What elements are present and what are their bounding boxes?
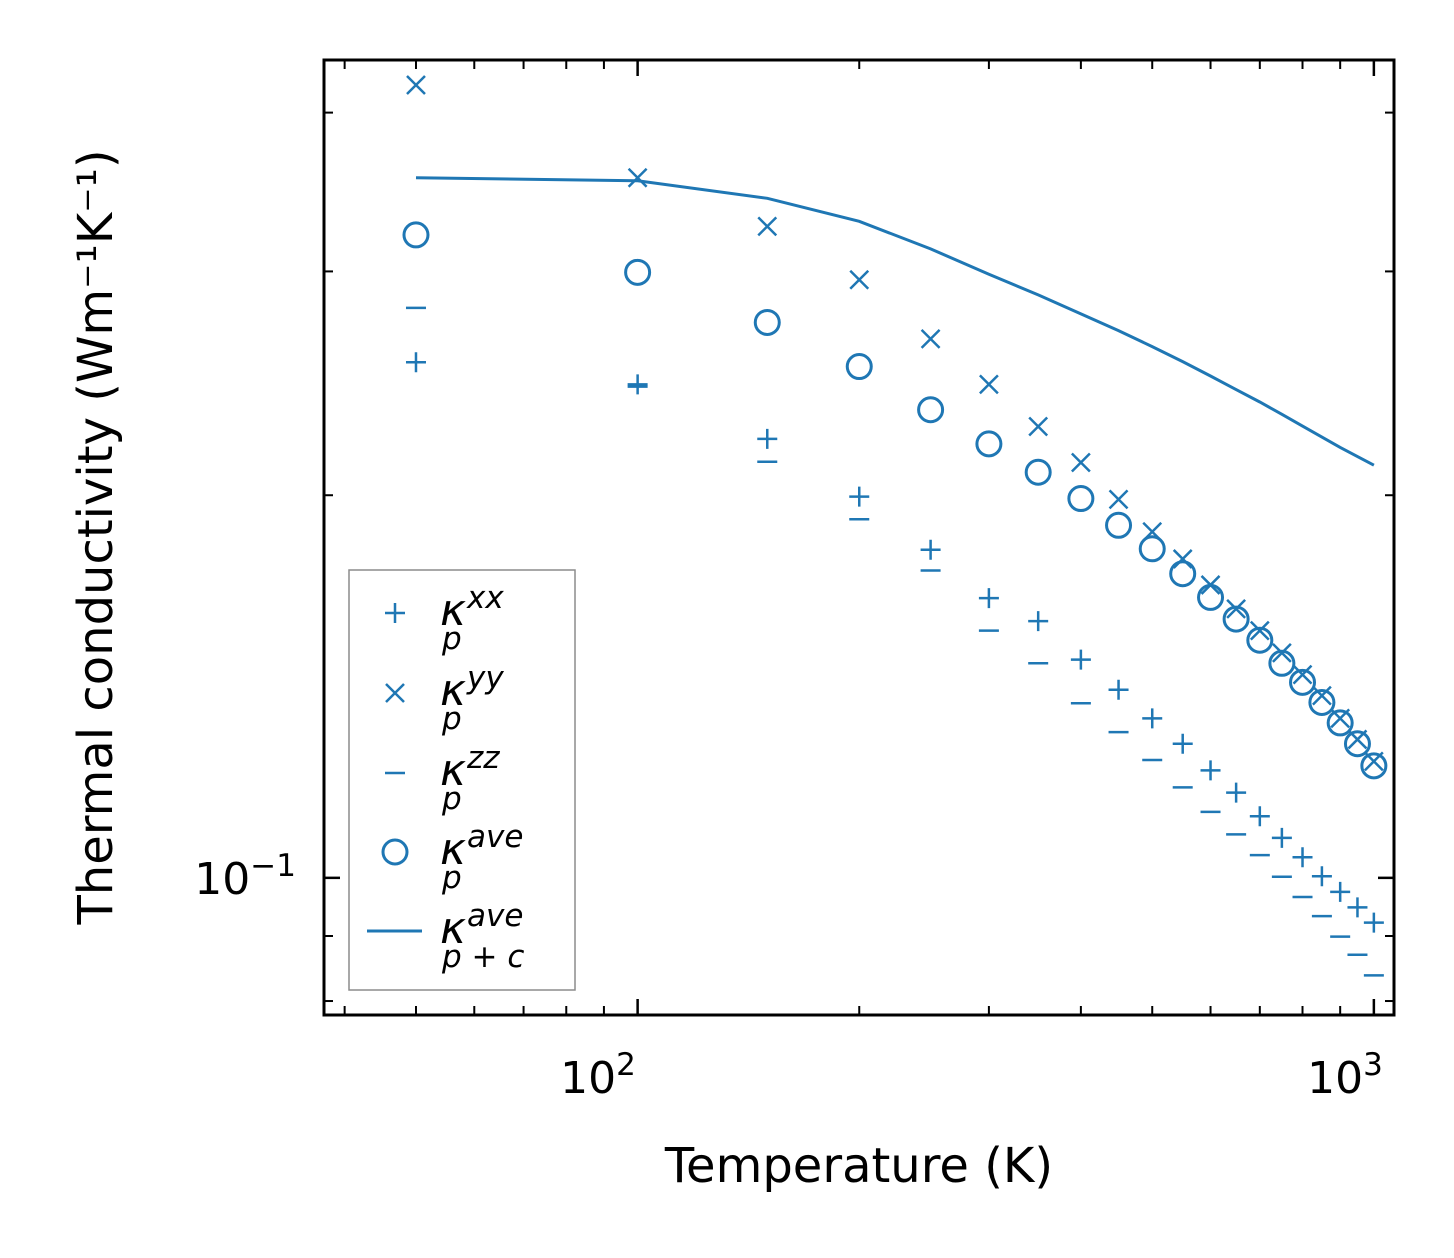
series-circle <box>402 221 1388 780</box>
point-circle-350 <box>1024 458 1052 486</box>
series-hline <box>405 306 1384 977</box>
point-circle-700 <box>1246 626 1274 654</box>
legend-superscript: xx <box>466 580 504 616</box>
point-x-250 <box>920 328 941 349</box>
point-x-400 <box>1070 452 1091 473</box>
point-x-100 <box>627 167 648 188</box>
legend-label-4: κave p <box>440 819 523 896</box>
point-circle-850 <box>1308 688 1336 716</box>
legend-subscript: p <box>441 860 462 896</box>
point-circle-550 <box>1169 560 1197 588</box>
point-circle-900 <box>1326 709 1354 737</box>
legend-entry-4: κave p <box>381 819 523 896</box>
point-plus-250 <box>920 539 941 560</box>
series-plus <box>405 352 1384 933</box>
legend-subscript: p <box>441 621 462 657</box>
legend-label-1: κxx p <box>440 580 504 657</box>
x-tick-label-100: 102 <box>560 1047 636 1104</box>
legend-entry-5: κave p + c <box>367 898 524 975</box>
series-line-kappa-p-c-ave <box>415 176 1375 467</box>
point-plus-600 <box>1200 760 1221 781</box>
legend-marker-x <box>385 683 405 703</box>
point-x-700 <box>1249 620 1270 641</box>
legend-subscript: p <box>441 781 462 817</box>
point-circle-500 <box>1138 535 1166 563</box>
point-x-750 <box>1271 643 1292 663</box>
legend-symbol: κ <box>440 745 466 796</box>
point-circle-150 <box>753 308 781 336</box>
point-plus-50 <box>405 352 426 373</box>
point-x-850 <box>1312 685 1332 706</box>
point-plus-550 <box>1172 733 1193 754</box>
legend-symbol: κ <box>440 585 466 636</box>
point-x-300 <box>979 374 999 395</box>
point-circle-800 <box>1289 668 1317 696</box>
point-plus-750 <box>1271 827 1292 848</box>
x-axis-label: Temperature (K) <box>664 1138 1053 1194</box>
legend-superscript: ave <box>467 898 523 934</box>
point-circle-650 <box>1222 605 1250 633</box>
legend-superscript: ave <box>467 819 523 855</box>
x-tick-label-1000: 103 <box>1307 1047 1383 1104</box>
point-circle-50 <box>402 221 430 249</box>
legend-frame <box>348 569 576 991</box>
point-circle-400 <box>1067 485 1095 513</box>
point-plus-100 <box>627 374 648 395</box>
legend-symbol: κ <box>440 824 466 875</box>
point-plus-650 <box>1226 782 1247 803</box>
point-circle-200 <box>845 353 873 381</box>
point-plus-500 <box>1142 708 1163 729</box>
point-x-50 <box>406 75 426 95</box>
point-plus-850 <box>1311 866 1332 887</box>
point-circle-450 <box>1105 511 1133 539</box>
point-circle-600 <box>1197 583 1225 611</box>
point-x-350 <box>1028 416 1049 437</box>
point-x-200 <box>849 269 870 290</box>
legend-symbol: κ <box>440 665 466 716</box>
legend-symbol: κ <box>440 903 466 954</box>
legend-entry-3: κzz p <box>385 740 500 817</box>
point-x-800 <box>1292 664 1313 685</box>
point-circle-750 <box>1268 649 1296 677</box>
point-plus-150 <box>757 428 778 449</box>
legend-marker-plus <box>385 603 405 623</box>
point-circle-250 <box>917 396 945 424</box>
point-plus-800 <box>1292 847 1313 868</box>
series-line <box>415 176 1375 467</box>
plot-area <box>402 75 1388 977</box>
point-plus-1000 <box>1363 912 1384 933</box>
axes-frame <box>322 58 1396 1017</box>
point-plus-950 <box>1347 897 1368 918</box>
legend-subscript: p <box>441 701 462 737</box>
legend-entry-1: κxx p <box>385 580 504 657</box>
point-x-450 <box>1108 489 1129 510</box>
point-x-150 <box>757 216 778 237</box>
point-circle-1000 <box>1360 752 1388 780</box>
point-circle-950 <box>1343 730 1371 758</box>
point-plus-700 <box>1249 806 1270 827</box>
legend-entry-2: κyy p <box>385 660 504 737</box>
legend-superscript: yy <box>466 660 504 696</box>
point-plus-900 <box>1330 881 1351 902</box>
point-circle-300 <box>975 430 1003 458</box>
point-plus-450 <box>1108 679 1129 700</box>
legend-label-3: κzz p <box>440 740 500 817</box>
legend-subscript: p + c <box>441 939 524 975</box>
point-plus-400 <box>1070 649 1091 670</box>
point-plus-300 <box>978 588 999 609</box>
point-plus-350 <box>1028 611 1049 632</box>
legend-superscript: zz <box>466 740 500 776</box>
legend-marker-circle <box>381 838 409 866</box>
legend-label-2: κyy p <box>440 660 504 737</box>
legend-label-5: κave p + c <box>440 898 524 975</box>
y-tick-label-0.1: 10−1 <box>194 848 296 905</box>
point-x-650 <box>1226 598 1247 619</box>
point-circle-100 <box>624 258 652 286</box>
y-axis-label: Thermal conductivity (Wm⁻¹K⁻¹) <box>68 149 124 925</box>
point-plus-200 <box>849 486 870 507</box>
